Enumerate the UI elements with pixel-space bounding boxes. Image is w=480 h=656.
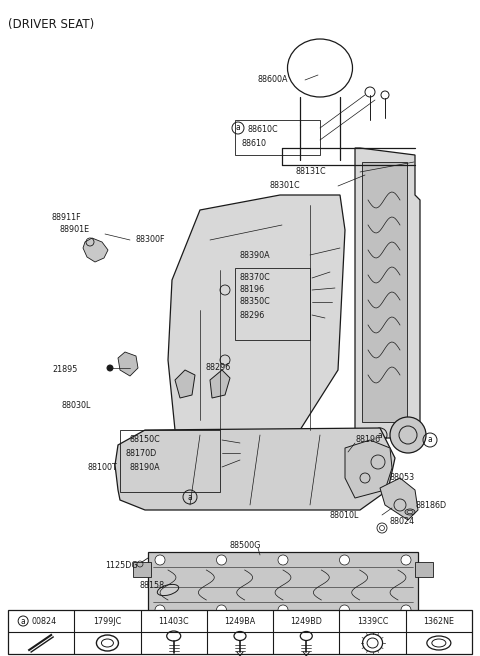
Text: 88030L: 88030L bbox=[62, 401, 91, 409]
Text: 88053: 88053 bbox=[390, 474, 415, 483]
Text: 88010L: 88010L bbox=[330, 510, 360, 520]
Text: a: a bbox=[378, 430, 383, 440]
Polygon shape bbox=[210, 370, 230, 398]
Circle shape bbox=[278, 555, 288, 565]
Bar bbox=[148, 552, 418, 617]
Circle shape bbox=[107, 365, 113, 371]
Bar bbox=[362, 162, 407, 422]
Text: 88296: 88296 bbox=[240, 310, 265, 319]
Text: 88301C: 88301C bbox=[270, 182, 300, 190]
Text: 1362NE: 1362NE bbox=[423, 617, 455, 626]
Text: 1249BA: 1249BA bbox=[224, 617, 256, 626]
Text: 11403C: 11403C bbox=[158, 617, 189, 626]
Ellipse shape bbox=[157, 584, 179, 596]
Circle shape bbox=[155, 555, 165, 565]
Text: 88296: 88296 bbox=[205, 363, 230, 373]
Circle shape bbox=[401, 605, 411, 615]
Text: 00824: 00824 bbox=[31, 617, 56, 626]
Text: 88100T: 88100T bbox=[88, 462, 118, 472]
Polygon shape bbox=[83, 238, 108, 262]
Text: 88370C: 88370C bbox=[240, 274, 271, 283]
Text: (DRIVER SEAT): (DRIVER SEAT) bbox=[8, 18, 94, 31]
Text: 88158: 88158 bbox=[140, 581, 165, 590]
Bar bbox=[120, 430, 220, 492]
Text: 88300F: 88300F bbox=[135, 236, 165, 245]
Polygon shape bbox=[168, 195, 345, 445]
Polygon shape bbox=[355, 148, 420, 438]
Text: 88600A: 88600A bbox=[258, 75, 288, 85]
Circle shape bbox=[216, 605, 227, 615]
Bar bbox=[133, 562, 151, 577]
Bar bbox=[235, 268, 310, 340]
Text: 88150C: 88150C bbox=[130, 436, 161, 445]
Bar bbox=[8, 610, 472, 654]
Text: 88186D: 88186D bbox=[415, 501, 446, 510]
Polygon shape bbox=[175, 370, 195, 398]
Text: a: a bbox=[188, 493, 192, 501]
Bar bbox=[235, 120, 320, 155]
Text: 1339CC: 1339CC bbox=[357, 617, 388, 626]
Text: 88190A: 88190A bbox=[130, 462, 161, 472]
Text: a: a bbox=[428, 436, 432, 445]
Text: 88350C: 88350C bbox=[240, 298, 271, 306]
Text: 1249BD: 1249BD bbox=[290, 617, 322, 626]
Text: 88901E: 88901E bbox=[60, 226, 90, 234]
Circle shape bbox=[390, 417, 426, 453]
Text: 88610: 88610 bbox=[242, 138, 267, 148]
Circle shape bbox=[155, 605, 165, 615]
Text: 88196: 88196 bbox=[355, 436, 380, 445]
Bar bbox=[415, 562, 433, 577]
Text: 88196: 88196 bbox=[240, 285, 265, 295]
Circle shape bbox=[278, 605, 288, 615]
Text: 88170D: 88170D bbox=[125, 449, 156, 457]
Text: 1125DG: 1125DG bbox=[105, 560, 138, 569]
Text: 21895: 21895 bbox=[52, 365, 77, 375]
Circle shape bbox=[216, 555, 227, 565]
Circle shape bbox=[401, 555, 411, 565]
Text: 1799JC: 1799JC bbox=[93, 617, 121, 626]
Text: 88024: 88024 bbox=[390, 518, 415, 527]
Text: 88500G: 88500G bbox=[230, 541, 262, 550]
Polygon shape bbox=[118, 352, 138, 376]
Text: a: a bbox=[21, 617, 25, 626]
Text: 88911F: 88911F bbox=[52, 213, 82, 222]
Text: a: a bbox=[236, 123, 240, 133]
Text: 88131C: 88131C bbox=[295, 167, 325, 176]
Circle shape bbox=[339, 555, 349, 565]
Polygon shape bbox=[345, 440, 392, 498]
Polygon shape bbox=[380, 478, 418, 520]
Text: 88610C: 88610C bbox=[247, 125, 277, 134]
Circle shape bbox=[339, 605, 349, 615]
Text: 88390A: 88390A bbox=[240, 251, 271, 260]
Polygon shape bbox=[115, 428, 395, 510]
